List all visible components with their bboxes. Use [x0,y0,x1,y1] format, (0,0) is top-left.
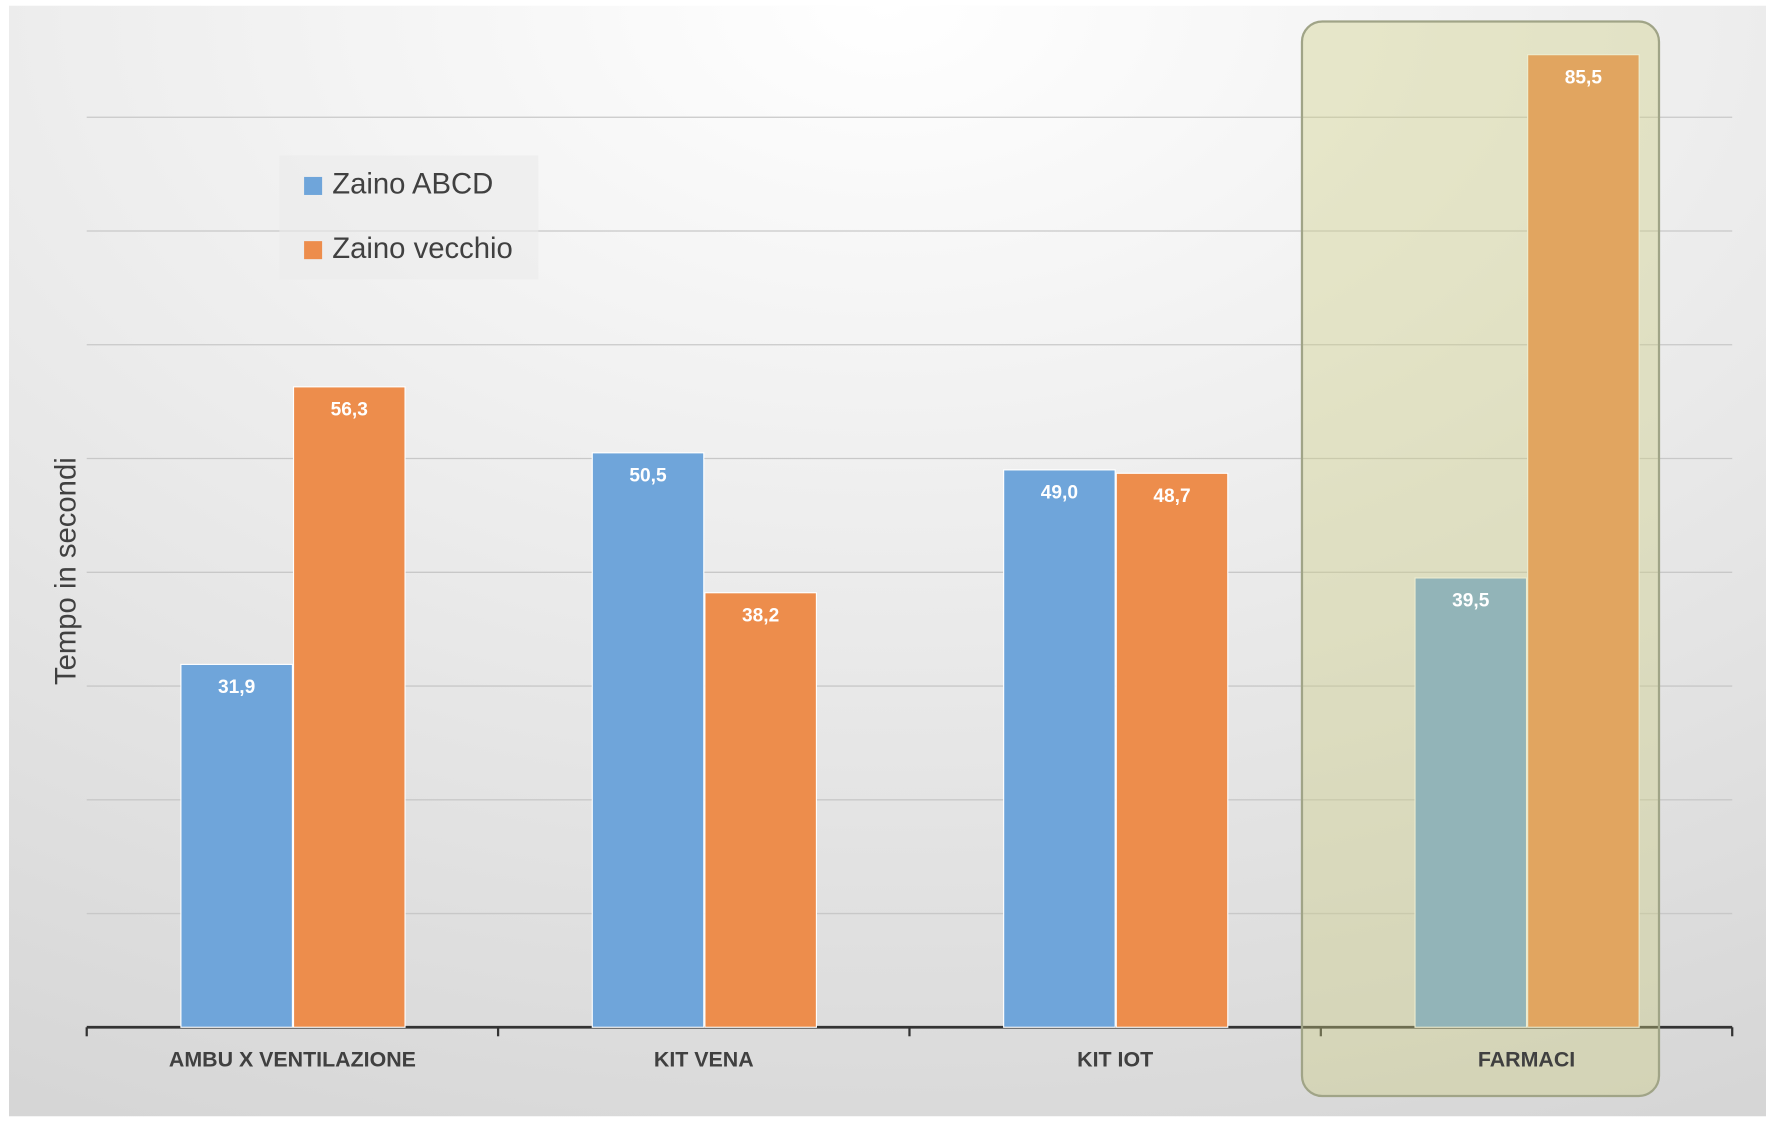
legend-label: Zaino ABCD [332,168,493,201]
legend-swatch [304,176,323,195]
x-tick-label: FARMACI [1478,1048,1575,1072]
bar [180,663,293,1028]
x-tick-label: KIT VENA [654,1048,754,1072]
bar [591,452,705,1028]
data-label: 49,0 [1041,483,1078,504]
legend-swatch [304,241,323,260]
x-tick-label: KIT IOT [1077,1048,1153,1072]
bar [1115,472,1229,1028]
data-label: 31,9 [218,677,255,698]
legend-label: Zaino vecchio [332,232,513,265]
highlight-box [1300,20,1661,1098]
legend-box [279,155,539,280]
bar [1527,54,1640,1028]
data-label: 48,7 [1153,486,1190,507]
y-axis-label: Tempo in secondi [49,457,82,685]
data-label: 56,3 [331,400,368,421]
bar [1003,469,1116,1028]
x-tick-label: AMBU X VENTILAZIONE [169,1048,416,1072]
bar [292,386,406,1028]
bar [1414,577,1528,1028]
data-label: 50,5 [629,466,667,487]
data-label: 85,5 [1565,67,1603,88]
data-label: 38,2 [742,605,779,626]
data-label: 39,5 [1452,591,1490,612]
bar [704,592,817,1028]
